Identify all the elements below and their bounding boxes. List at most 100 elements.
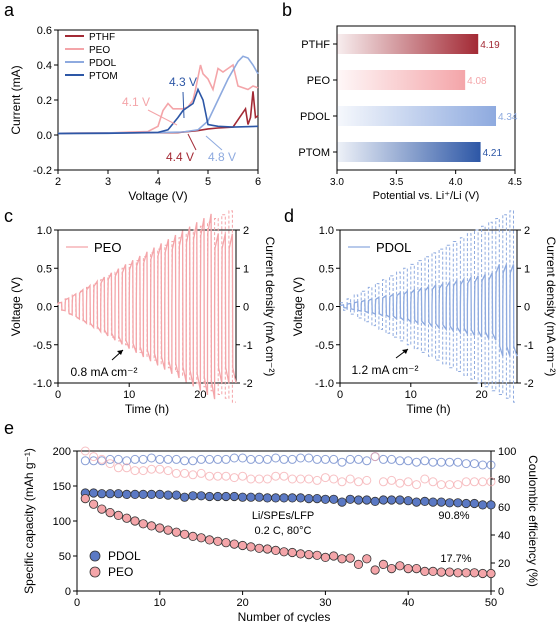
ce-point-pdol [213,454,223,464]
x-tick-label: 4.5 [508,177,522,188]
capacity-point-pdol [229,491,239,502]
legend-label: PTHF [89,32,115,43]
x-tick-label: 10 [123,389,135,401]
onset-annotation: 4.4 V [166,150,194,164]
y2-tick-label: 0 [243,302,249,314]
capacity-point-peo [155,523,165,533]
ce-point-peo [486,477,496,487]
ce-point-pdol [122,456,132,466]
legend-label: PDOL [89,58,117,69]
capacity-point-peo [411,563,422,574]
ce-point-peo [171,468,181,478]
capacity-point-pdol [279,493,289,503]
ce-point-pdol [337,457,347,467]
ce-point-pdol [378,454,388,464]
retention-label-pdol: 90.8% [438,510,469,522]
capacity-point-peo [213,536,223,546]
voltage-profile [339,264,518,357]
x-tick-label: 0 [55,389,61,401]
ce-point-pdol [196,454,206,464]
ce-point-peo [337,477,347,487]
capacity-point-peo [238,540,248,551]
ce-point-peo [213,471,223,481]
capacity-point-peo [262,544,272,554]
ce-point-pdol [279,454,289,464]
capacity-point-pdol [304,493,314,504]
capacity-point-pdol [403,496,413,506]
capacity-point-pdol [436,497,446,507]
ce-point-peo [304,474,314,484]
ce-point-peo [387,475,397,485]
ce-point-peo [478,477,488,487]
ce-point-peo [122,463,132,473]
ce-point-peo [345,474,355,484]
panel-a-cv-chart: 2 3 4 5 6 -0.2 0.0 0.2 0.4 0.6 Voltage (V) Current … [9,25,261,203]
ce-point-peo [428,477,438,487]
capacity-point-pdol [486,500,496,510]
legend-label: PDOL [376,240,411,255]
x-tick-label: 6 [255,176,261,188]
ce-point-pdol [320,454,330,464]
capacity-point-pdol [320,494,330,504]
ce-point-peo [229,473,239,483]
capacity-point-peo [279,547,289,557]
ce-point-pdol [461,459,471,469]
capacity-point-pdol [97,489,107,499]
capacity-point-pdol [329,494,339,504]
panel-letter-c: c [4,206,13,226]
ce-point-pdol [387,454,397,464]
ce-point-pdol [113,454,123,464]
capacity-point-peo [453,568,463,578]
capacity-point-peo [329,551,339,561]
ce-point-pdol [188,456,198,466]
x-tick-label: 20 [475,389,487,401]
ce-point-pdol [155,454,165,464]
current-annotation: 1.2 mA cm⁻² [351,363,418,377]
capacity-point-pdol [469,498,479,509]
y2-tick-label: -1 [243,340,253,352]
ce-point-peo [205,471,214,481]
x-axis-label: Potential vs. Li⁺/Li (V) [373,190,480,202]
ce-point-pdol [362,456,372,466]
capacity-point-peo [105,507,115,518]
x-tick-label: 10 [405,389,417,401]
y2-axis-label: Current density (mA cm⁻²) [263,237,277,377]
ce-point-peo [130,466,140,476]
capacity-point-peo [469,568,479,578]
capacity-point-pdol [171,490,181,500]
y2-tick-label: 2 [524,225,530,237]
y-tick-label: 0.5 [37,263,52,275]
annotation-leader [187,133,197,151]
onset-annotation: 4.3 V [169,75,197,89]
ce-point-peo [395,478,405,488]
x-tick-label: 3.5 [389,177,403,188]
ce-point-peo [445,480,455,490]
cell-config-label: Li/SPEs/LFP [252,510,314,522]
capacity-point-pdol [353,495,364,505]
ce-point-peo [329,474,339,484]
y-tick-label: 0 [65,586,71,598]
y-tick-label: 0.6 [37,25,52,37]
ce-point-peo [296,474,306,484]
ce-point-pdol [221,454,231,464]
ce-point-pdol [296,453,306,463]
y-tick-label: 50 [59,551,71,563]
capacity-point-pdol [188,491,198,501]
capacity-point-peo [353,559,364,570]
capacity-point-pdol [395,495,405,505]
capacity-point-pdol [362,495,372,505]
capacity-point-peo [444,567,455,577]
ce-point-pdol [238,453,248,463]
capacity-point-pdol [444,498,455,508]
capacity-point-peo [80,493,90,504]
capacity-point-pdol [345,494,355,504]
capacity-point-pdol [386,495,397,505]
ce-point-pdol [345,454,355,464]
ce-point-pdol [329,454,339,464]
capacity-point-pdol [146,489,157,499]
ce-point-peo [254,474,264,484]
x-tick-label: 10 [154,597,166,609]
capacity-point-pdol [221,491,231,502]
